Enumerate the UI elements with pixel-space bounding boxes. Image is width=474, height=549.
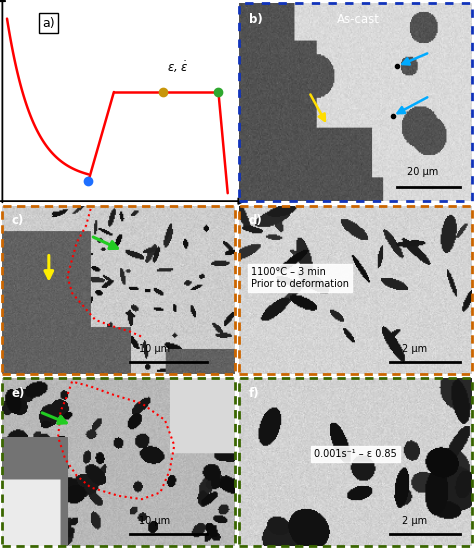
Text: 10 μm: 10 μm — [139, 517, 171, 526]
Text: 0.001s⁻¹ – ε 0.85: 0.001s⁻¹ – ε 0.85 — [314, 449, 397, 459]
Text: a): a) — [42, 16, 55, 30]
Text: 10 μm: 10 μm — [139, 344, 171, 354]
Text: c): c) — [12, 214, 24, 227]
Text: b): b) — [249, 13, 263, 26]
Text: 1100°C – 3 min
Prior to deformation: 1100°C – 3 min Prior to deformation — [251, 267, 349, 289]
Text: T: T — [0, 0, 3, 1]
Text: As-cast: As-cast — [337, 13, 380, 26]
Text: d): d) — [249, 214, 263, 227]
Text: 2 μm: 2 μm — [402, 344, 427, 354]
Text: 20 μm: 20 μm — [407, 167, 438, 177]
Text: t: t — [255, 183, 262, 197]
Text: $\varepsilon$, $\dot{\varepsilon}$: $\varepsilon$, $\dot{\varepsilon}$ — [167, 60, 189, 75]
Text: f): f) — [249, 386, 259, 400]
Text: e): e) — [12, 386, 25, 400]
Text: 2 μm: 2 μm — [402, 517, 427, 526]
